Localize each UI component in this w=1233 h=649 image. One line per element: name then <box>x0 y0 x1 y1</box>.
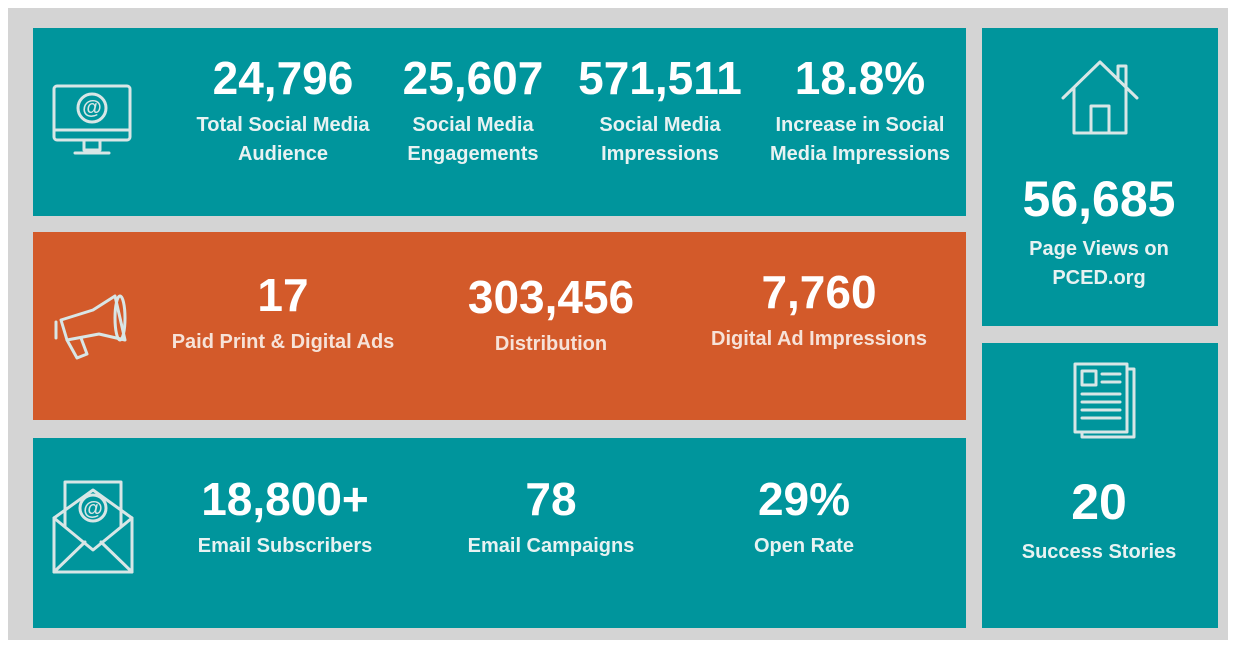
pageviews-panel: 56,685 Page Views on PCED.org <box>982 28 1218 326</box>
stat: 25,607 Social Media Engagements <box>403 53 544 169</box>
stat: 78 Email Campaigns <box>468 474 635 561</box>
stat-label: Total Social Media Audience <box>197 111 370 169</box>
stat: 56,685 Page Views on PCED.org <box>1023 171 1176 293</box>
stat: 303,456 Distribution <box>468 272 634 359</box>
label-line: Email Subscribers <box>197 535 373 557</box>
stat: 18,800+ Email Subscribers <box>198 474 373 561</box>
document-icon <box>1073 362 1136 439</box>
label-line: Media Impressions <box>769 143 951 165</box>
svg-text:@: @ <box>83 498 103 520</box>
stat-label: Distribution <box>468 330 634 359</box>
envelope-icon: @ <box>52 480 134 574</box>
stat-value: 17 <box>257 269 309 321</box>
stat: 29% Open Rate <box>754 474 854 561</box>
stat-label: Increase in Social Media Impressions <box>770 111 950 169</box>
stat: 571,511 Social Media Impressions <box>578 53 742 169</box>
stories-panel: 20 Success Stories <box>982 343 1218 628</box>
label-line: PCED.org <box>1052 267 1146 289</box>
stat-label: Email Subscribers <box>198 532 373 561</box>
stat: 24,796 Total Social Media Audience <box>197 53 370 169</box>
stat-label: Social Media Engagements <box>403 111 544 169</box>
stat-label: Social Media Impressions <box>578 111 742 169</box>
stat-label: Page Views on PCED.org <box>1023 235 1176 293</box>
label-line: Engagements <box>407 143 539 165</box>
social-panel: @ 24,796 Total Social Media Audience 25,607… <box>33 28 966 216</box>
stat-value: 20 <box>1071 474 1127 530</box>
stat-value: 571,511 <box>578 52 742 104</box>
label-line: Open Rate <box>753 535 855 557</box>
stat: 17 Paid Print & Digital Ads <box>172 270 395 357</box>
monitor-icon: @ <box>52 84 132 155</box>
stat-label: Paid Print & Digital Ads <box>172 328 395 357</box>
stat-value: 56,685 <box>1022 171 1176 227</box>
ads-panel: 17 Paid Print & Digital Ads 303,456 Distrib… <box>33 232 966 420</box>
label-line: Increase in Social <box>775 114 945 136</box>
stat-value: 18,800+ <box>201 473 369 525</box>
stat-value: 29% <box>757 473 851 525</box>
label-line: Email Campaigns <box>467 535 635 557</box>
stat: 20 Success Stories <box>1022 474 1177 567</box>
stat: 18.8% Increase in Social Media Impressions <box>770 53 950 169</box>
label-line: Page Views on <box>1029 238 1169 260</box>
megaphone-icon <box>54 294 127 360</box>
house-icon <box>1061 60 1139 135</box>
stat-value: 18.8% <box>794 52 926 104</box>
label-line: Success Stories <box>1021 541 1177 563</box>
stat: 7,760 Digital Ad Impressions <box>711 267 927 354</box>
label-line: Distribution <box>494 333 608 355</box>
label-line: Audience <box>237 143 329 165</box>
label-line: Total Social Media <box>196 114 370 136</box>
label-line: Paid Print & Digital Ads <box>171 331 395 353</box>
stat-label: Open Rate <box>754 532 854 561</box>
label-line: Impressions <box>601 143 719 165</box>
label-line: Social Media <box>412 114 534 136</box>
stat-value: 25,607 <box>402 52 544 104</box>
stat-value: 24,796 <box>212 52 354 104</box>
label-line: Digital Ad Impressions <box>711 328 927 350</box>
stat-label: Email Campaigns <box>468 532 635 561</box>
stat-value: 7,760 <box>761 266 877 318</box>
svg-text:@: @ <box>82 97 102 119</box>
label-line: Social Media <box>599 114 721 136</box>
email-panel: @ 18,800+ Email Subscribers 78 Email Campai… <box>33 438 966 628</box>
stat-value: 78 <box>525 473 577 525</box>
stat-value: 303,456 <box>467 271 635 323</box>
stat-label: Success Stories <box>1022 538 1177 567</box>
stat-label: Digital Ad Impressions <box>711 325 927 354</box>
